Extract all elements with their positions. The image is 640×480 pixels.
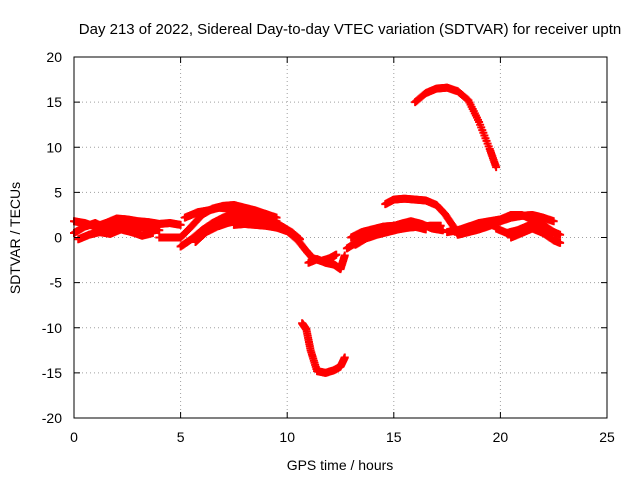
y-axis-label: SDTVAR / TECUs [7, 182, 23, 294]
series-arc-q [453, 210, 558, 239]
y-tick-label: 20 [46, 49, 62, 65]
x-tick-label: 25 [599, 429, 615, 445]
data-point [556, 238, 565, 247]
data-point [492, 163, 501, 172]
series-arc-c [74, 225, 157, 244]
y-tick-label: -5 [50, 275, 63, 291]
chart-title: Day 213 of 2022, Sidereal Day-to-day VTE… [79, 21, 621, 38]
x-tick-label: 10 [279, 429, 295, 445]
data-point [549, 217, 558, 226]
axis-ticks: 0 5 10 15 20 25 20 15 10 5 0 -5 -10 -15 -20 [42, 49, 615, 445]
data-point [340, 353, 349, 362]
series-arc-b [70, 214, 185, 231]
x-tick-label: 0 [70, 429, 78, 445]
y-tick-label: -20 [42, 410, 62, 426]
x-axis-label: GPS time / hours [287, 457, 394, 473]
y-tick-label: -10 [42, 320, 62, 336]
data-point [148, 228, 157, 237]
series-arc-s [507, 224, 565, 247]
y-tick-label: 5 [54, 184, 62, 200]
y-tick-label: 15 [46, 94, 62, 110]
data-point [332, 250, 341, 259]
data-point [556, 230, 565, 239]
data-point [340, 251, 349, 260]
series-arc-j [298, 319, 349, 377]
data-series [70, 83, 565, 377]
data-point [436, 221, 445, 230]
data-point [438, 226, 447, 235]
y-tick-label: 10 [46, 139, 62, 155]
series-arc-o [411, 83, 501, 172]
series-arc-i [304, 251, 349, 274]
series-arc-n [381, 194, 462, 238]
x-tick-label: 20 [493, 429, 509, 445]
x-tick-label: 5 [177, 429, 185, 445]
y-tick-label: -15 [42, 365, 62, 381]
data-point [176, 220, 185, 229]
series-arc-m [351, 221, 445, 249]
y-tick-label: 0 [54, 230, 62, 246]
x-tick-label: 15 [386, 429, 402, 445]
series-arc-f [180, 203, 277, 222]
